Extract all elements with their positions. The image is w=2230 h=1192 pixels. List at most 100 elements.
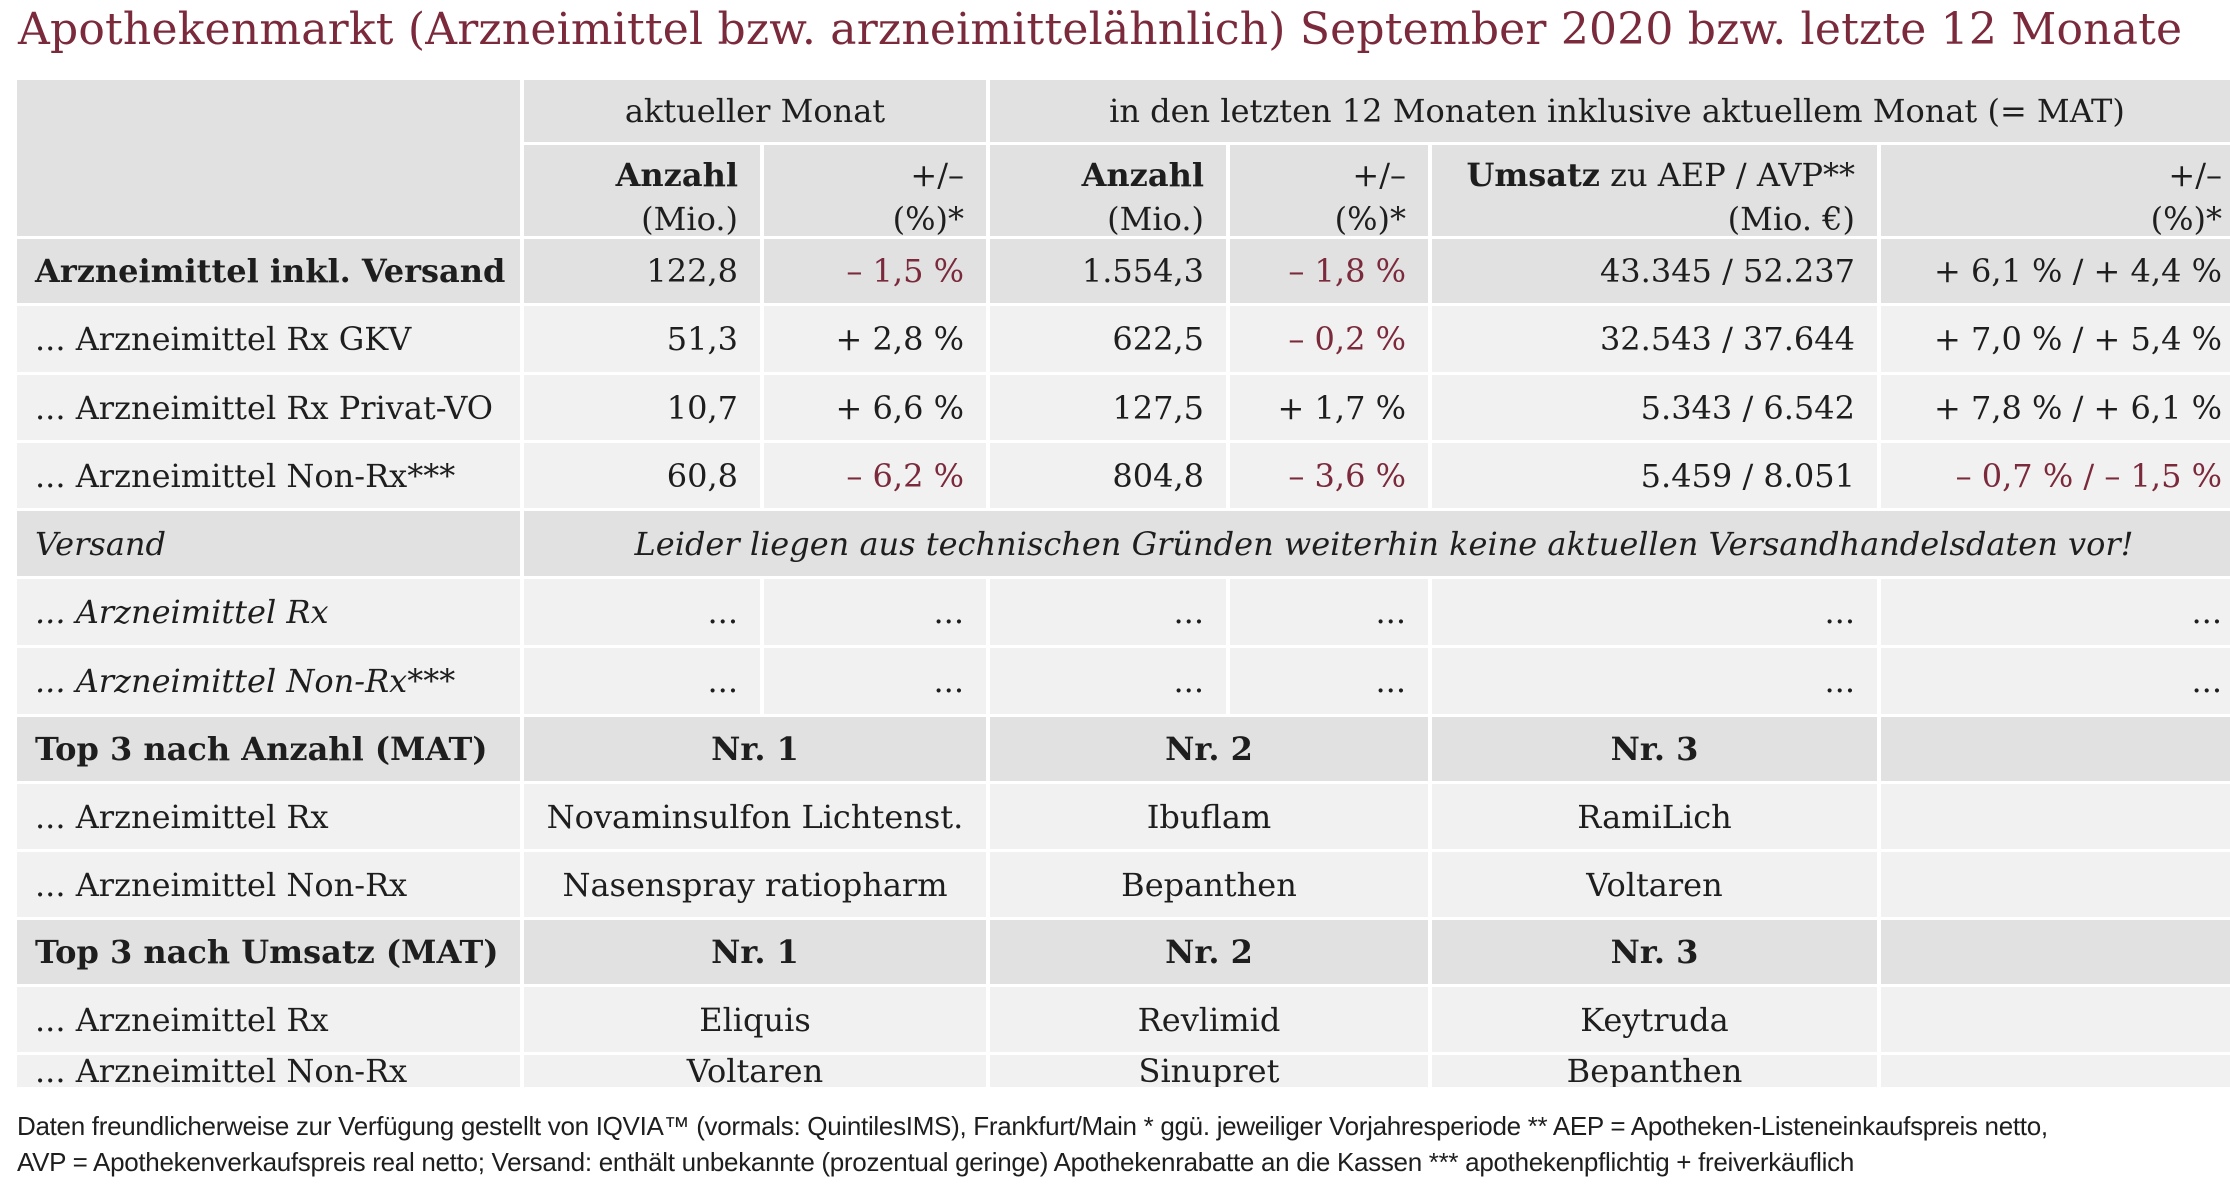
header-anzahl-mat: Anzahl (Mio.) (990, 145, 1226, 236)
page-title: Apothekenmarkt (Arzneimittel bzw. arznei… (18, 4, 2183, 55)
empty-cell (1881, 1055, 2230, 1087)
versand-note: Leider liegen aus technischen Gründen we… (524, 511, 2230, 576)
header-empty-cell (17, 80, 520, 236)
top-umsatz-nr1: Nr. 1 (524, 920, 986, 984)
row-label-versand-non-rx: ... Arzneimittel Non-Rx*** (17, 648, 520, 714)
header-umsatz-label: Umsatz zu AEP / AVP** (1466, 153, 1855, 197)
header-change: +/– (%)* (764, 145, 986, 236)
top-product: Keytruda (1432, 987, 1877, 1052)
cell-dots: ... (1230, 648, 1428, 714)
cell-change-mat: – 0,2 % (1230, 306, 1428, 372)
header-umsatz: Umsatz zu AEP / AVP** (Mio. €) (1432, 145, 1877, 236)
top-umsatz-nr2: Nr. 2 (990, 920, 1428, 984)
cell-change-mat: – 3,6 % (1230, 443, 1428, 508)
top-anzahl-nr1: Nr. 1 (524, 717, 986, 781)
cell-anzahl: 122,8 (524, 239, 760, 303)
cell-change-umsatz: + 7,0 % / + 5,4 % (1881, 306, 2230, 372)
top-product: Eliquis (524, 987, 986, 1052)
top-product: Sinupret (990, 1055, 1428, 1087)
row-label-versand-rx: ... Arzneimittel Rx (17, 579, 520, 645)
header-anzahl-label: Anzahl (615, 156, 738, 194)
cell-dots: ... (524, 579, 760, 645)
header-group-current-month: aktueller Monat (524, 80, 986, 142)
row-label-total: Arzneimittel inkl. Versand (17, 239, 520, 303)
cell-change-umsatz: + 6,1 % / + 4,4 % (1881, 239, 2230, 303)
row-label-non-rx: ... Arzneimittel Non-Rx*** (17, 443, 520, 508)
top-anzahl-nr2: Nr. 2 (990, 717, 1428, 781)
cell-change: + 2,8 % (764, 306, 986, 372)
cell-anzahl: 51,3 (524, 306, 760, 372)
header-umsatz-rest: zu AEP / AVP** (1599, 156, 1855, 194)
header-change-mat-label: +/– (1352, 156, 1406, 194)
top-product: Nasenspray ratiopharm (524, 852, 986, 917)
row-label-rx-privat: ... Arzneimittel Rx Privat-VO (17, 375, 520, 440)
section-label-top-umsatz: Top 3 nach Umsatz (MAT) (17, 920, 520, 984)
cell-change: – 6,2 % (764, 443, 986, 508)
cell-dots: ... (1881, 579, 2230, 645)
cell-change-mat: – 1,8 % (1230, 239, 1428, 303)
cell-anzahl: 10,7 (524, 375, 760, 440)
cell-dots: ... (1881, 648, 2230, 714)
footnote: Daten freundlicherweise zur Verfügung ge… (17, 1108, 2227, 1180)
cell-dots: ... (990, 648, 1226, 714)
section-label-versand: Versand (17, 511, 520, 576)
header-change-umsatz: +/– (%)* (1881, 145, 2230, 236)
cell-change-umsatz: + 7,8 % / + 6,1 % (1881, 375, 2230, 440)
empty-cell (1881, 920, 2230, 984)
cell-anzahl-mat: 622,5 (990, 306, 1226, 372)
row-label-top-anzahl-rx: ... Arzneimittel Rx (17, 784, 520, 849)
cell-dots: ... (990, 579, 1226, 645)
empty-cell (1881, 852, 2230, 917)
header-change-unit: (%)* (892, 200, 964, 236)
header-anzahl-unit: (Mio.) (641, 200, 738, 236)
cell-change-umsatz: – 0,7 % / – 1,5 % (1881, 443, 2230, 508)
header-change-umsatz-label: +/– (2168, 156, 2222, 194)
empty-cell (1881, 987, 2230, 1052)
empty-cell (1881, 717, 2230, 781)
cell-dots: ... (764, 648, 986, 714)
cell-anzahl-mat: 127,5 (990, 375, 1226, 440)
cell-anzahl-mat: 1.554,3 (990, 239, 1226, 303)
cell-change: – 1,5 % (764, 239, 986, 303)
header-anzahl-mat-unit: (Mio.) (1107, 200, 1204, 236)
top-product: Bepanthen (990, 852, 1428, 917)
cell-umsatz: 5.343 / 6.542 (1432, 375, 1877, 440)
cell-change-mat: + 1,7 % (1230, 375, 1428, 440)
header-change-mat-unit: (%)* (1334, 200, 1406, 236)
row-label-top-umsatz-rx: ... Arzneimittel Rx (17, 987, 520, 1052)
header-anzahl-mat-label: Anzahl (1081, 156, 1204, 194)
top-product: Voltaren (524, 1055, 986, 1087)
cell-dots: ... (524, 648, 760, 714)
top-product: Ibuflam (990, 784, 1428, 849)
row-label-rx-gkv: ... Arzneimittel Rx GKV (17, 306, 520, 372)
top-product: Bepanthen (1432, 1055, 1877, 1087)
header-change-mat: +/– (%)* (1230, 145, 1428, 236)
cell-anzahl-mat: 804,8 (990, 443, 1226, 508)
header-umsatz-unit: (Mio. €) (1727, 200, 1855, 236)
header-anzahl: Anzahl (Mio.) (524, 145, 760, 236)
cell-umsatz: 43.345 / 52.237 (1432, 239, 1877, 303)
header-change-label: +/– (910, 156, 964, 194)
cell-dots: ... (1230, 579, 1428, 645)
cell-umsatz: 5.459 / 8.051 (1432, 443, 1877, 508)
footnote-line-2: AVP = Apothekenverkaufspreis real netto;… (17, 1147, 1854, 1177)
top-product: RamiLich (1432, 784, 1877, 849)
footnote-line-1: Daten freundlicherweise zur Verfügung ge… (17, 1111, 2048, 1141)
cell-umsatz: 32.543 / 37.644 (1432, 306, 1877, 372)
market-table: aktueller Monat in den letzten 12 Monate… (17, 80, 2230, 1087)
header-umsatz-bold: Umsatz (1466, 156, 1600, 194)
cell-change: + 6,6 % (764, 375, 986, 440)
section-label-top-anzahl: Top 3 nach Anzahl (MAT) (17, 717, 520, 781)
header-change-umsatz-unit: (%)* (2150, 200, 2222, 236)
cell-dots: ... (1432, 648, 1877, 714)
cell-anzahl: 60,8 (524, 443, 760, 508)
header-group-mat: in den letzten 12 Monaten inklusive aktu… (990, 80, 2230, 142)
top-anzahl-nr3: Nr. 3 (1432, 717, 1877, 781)
top-product: Revlimid (990, 987, 1428, 1052)
row-label-top-umsatz-non-rx: ... Arzneimittel Non-Rx (17, 1055, 520, 1087)
cell-dots: ... (764, 579, 986, 645)
top-product: Voltaren (1432, 852, 1877, 917)
cell-dots: ... (1432, 579, 1877, 645)
empty-cell (1881, 784, 2230, 849)
top-umsatz-nr3: Nr. 3 (1432, 920, 1877, 984)
